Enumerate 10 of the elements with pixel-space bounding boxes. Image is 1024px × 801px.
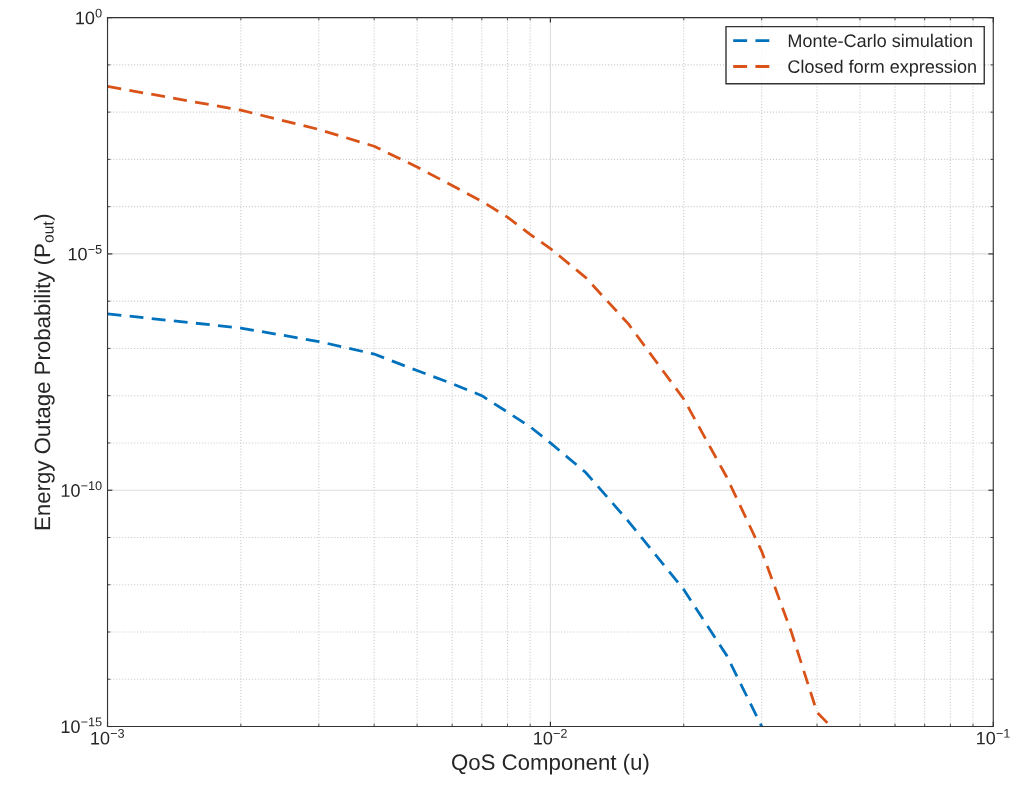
x-tick-label: 10$^{−1}$ — [977, 728, 1010, 745]
x-tick-label: 10$^{−3}$ — [91, 728, 125, 745]
x-tick-label: 10$^{−2}$ — [534, 728, 567, 745]
y-tick-label: 10$^{0}$ — [76, 8, 102, 25]
y-tick-label: 10$^{−10}$ — [61, 481, 102, 497]
y-tick-label: 10$^{−5}$ — [68, 244, 102, 261]
legend-label: Monte-Carlo simulation — [788, 33, 972, 48]
y-axis-title: Energy Outage Probability (P$_{out}$) — [33, 214, 55, 530]
legend-label: Closed form expression — [788, 59, 976, 77]
x-axis-title: QoS Component (u) — [452, 753, 649, 775]
